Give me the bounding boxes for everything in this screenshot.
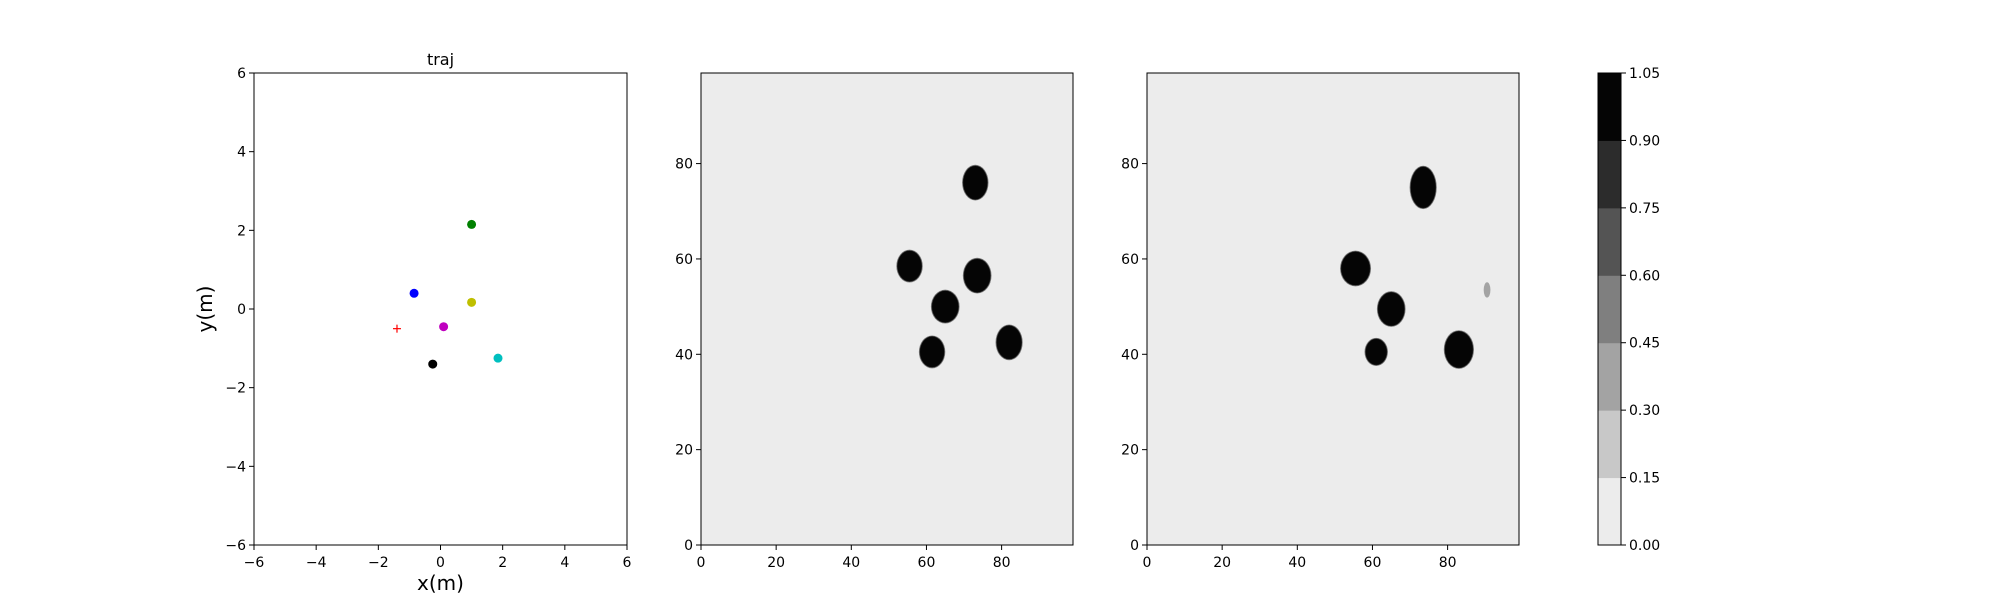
trajectory-scatter-panel: traj x(m) y(m) −6 −4 −2 0 2 4 6 −6 −4 −2 0 2 4 6 <box>193 50 632 595</box>
heat1-x-tick-label: 40 <box>842 555 860 571</box>
heat2-blob <box>1378 292 1405 326</box>
heat1-blob <box>932 290 959 323</box>
heat1-y-tick-label: 40 <box>675 347 693 363</box>
traj-point <box>493 353 503 363</box>
heat2-frame <box>1146 72 1520 546</box>
heat1-y-tick-label: 60 <box>675 252 693 268</box>
heat1-x-tick-label: 60 <box>918 555 936 571</box>
heat2-x-tick-label: 20 <box>1213 555 1231 571</box>
colorbar-tick-label: 0.30 <box>1629 403 1660 419</box>
traj-y-tick-label: 6 <box>237 66 246 82</box>
traj-y-tick-label: −4 <box>225 459 246 475</box>
colorbar-tick-label: 0.45 <box>1629 336 1660 352</box>
traj-title: traj <box>427 50 454 69</box>
traj-x-tick-label: −4 <box>306 555 327 571</box>
traj-x-tick-label: −6 <box>244 555 265 571</box>
heat2-blob <box>1483 282 1491 298</box>
heat2-x-tick-label: 40 <box>1288 555 1306 571</box>
heat2-x-tick-label: 60 <box>1364 555 1382 571</box>
traj-plot-area <box>254 73 627 545</box>
heat1-blob <box>964 258 991 293</box>
heat1-y-tick-label: 20 <box>675 443 693 459</box>
traj-point <box>428 359 438 369</box>
colorbar-band <box>1598 477 1621 546</box>
colorbar-panel: 0.00 0.15 0.30 0.45 0.60 0.75 0.90 1.05 <box>1597 66 1660 554</box>
heat1-blob <box>920 336 945 368</box>
heat2-background <box>1147 73 1519 545</box>
traj-goal-marker <box>392 324 401 333</box>
heat1-blob <box>963 165 988 200</box>
colorbar-band <box>1598 207 1621 276</box>
traj-point <box>409 288 419 298</box>
heat1-x-tick-label: 80 <box>993 555 1011 571</box>
colorbar-band <box>1598 73 1621 141</box>
colorbar-band <box>1598 342 1621 411</box>
heat2-y-tick-label: 20 <box>1121 443 1139 459</box>
heat2-x-tick-label: 80 <box>1439 555 1457 571</box>
colorbar-tick-label: 0.90 <box>1629 133 1660 149</box>
heat1-background <box>701 73 1073 545</box>
traj-x-axis-label: x(m) <box>417 571 464 595</box>
heat1-blob <box>996 325 1022 360</box>
heat2-blob <box>1444 331 1473 368</box>
traj-x-tick-label: 6 <box>623 555 632 571</box>
heat2-x-tick-label: 0 <box>1143 555 1152 571</box>
traj-x-tick-label: −2 <box>368 555 389 571</box>
heat2-y-tick-label: 60 <box>1121 252 1139 268</box>
colorbar-band <box>1598 140 1621 209</box>
heat2-blob <box>1365 339 1387 365</box>
traj-point <box>467 219 477 229</box>
traj-x-tick-label: 4 <box>560 555 569 571</box>
traj-y-tick-label: 0 <box>237 302 246 318</box>
colorbar-tick-label: 0.60 <box>1629 268 1660 284</box>
colorbar-band <box>1598 275 1621 344</box>
traj-frame <box>253 72 628 546</box>
occupancy-heatmap-2-panel: 0 20 40 60 80 0 20 40 60 80 <box>1121 72 1520 571</box>
heat2-blob <box>1341 251 1370 286</box>
traj-point <box>439 322 449 332</box>
heat1-y-tick-label: 80 <box>675 157 693 173</box>
traj-y-tick-label: −6 <box>225 538 246 554</box>
colorbar-band <box>1598 410 1621 479</box>
traj-y-tick-label: 4 <box>237 145 246 161</box>
colorbar-tick-label: 0.00 <box>1629 538 1660 554</box>
heat2-y-tick-label: 40 <box>1121 347 1139 363</box>
occupancy-heatmap-1-panel: 0 20 40 60 80 0 20 40 60 80 <box>675 72 1074 571</box>
heat1-frame <box>700 72 1074 546</box>
heat1-y-tick-label: 0 <box>684 538 693 554</box>
heat1-blob <box>897 250 922 282</box>
colorbar-tick-label: 0.75 <box>1629 201 1660 217</box>
heat1-x-tick-label: 0 <box>697 555 706 571</box>
heat2-blob <box>1410 166 1436 208</box>
heat1-x-tick-label: 20 <box>767 555 785 571</box>
traj-x-tick-label: 0 <box>436 555 445 571</box>
colorbar-tick-label: 1.05 <box>1629 66 1660 82</box>
colorbar-tick-label: 0.15 <box>1629 471 1660 487</box>
traj-point <box>467 297 477 307</box>
traj-y-tick-label: −2 <box>225 381 246 397</box>
heat2-y-tick-label: 0 <box>1130 538 1139 554</box>
traj-y-tick-label: 2 <box>237 223 246 239</box>
traj-y-axis-label: y(m) <box>193 286 217 333</box>
colorbar-frame <box>1597 72 1622 546</box>
traj-x-tick-label: 2 <box>498 555 507 571</box>
heat2-y-tick-label: 80 <box>1121 157 1139 173</box>
